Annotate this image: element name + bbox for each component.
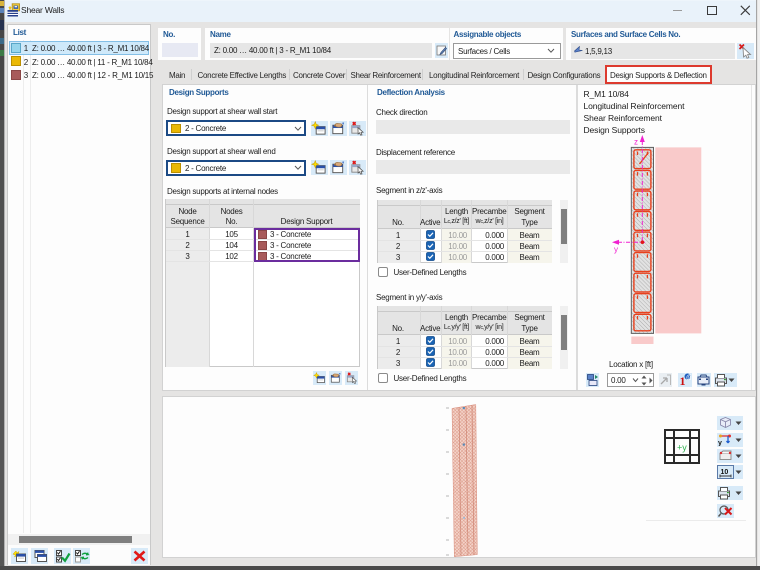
svg-text:1: 1	[680, 374, 686, 387]
svg-text:@: @	[686, 374, 691, 381]
svg-text:z: z	[634, 138, 638, 147]
svg-text:y: y	[718, 440, 722, 446]
svg-text:+y: +y	[677, 443, 687, 453]
svg-text:10: 10	[721, 469, 729, 476]
svg-text:y: y	[614, 245, 618, 254]
